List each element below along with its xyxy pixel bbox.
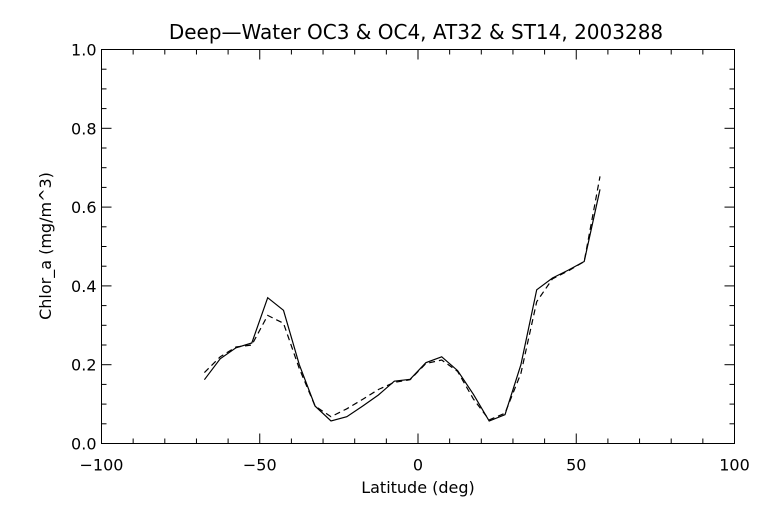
series-line-dashed <box>203 176 601 421</box>
y-tick-label: 0.4 <box>71 277 96 296</box>
x-axis-label: Latitude (deg) <box>361 478 475 497</box>
y-tick-label: 0.8 <box>71 119 96 138</box>
x-tick-label: 0 <box>413 456 423 475</box>
x-tick-label: −100 <box>80 456 124 475</box>
series-line-solid <box>203 189 601 422</box>
chart-title: Deep—Water OC3 & OC4, AT32 & ST14, 20032… <box>169 20 663 44</box>
y-tick-label: 0.0 <box>71 435 96 454</box>
series-group <box>203 176 601 422</box>
axis-ticks <box>101 49 735 444</box>
plot-frame <box>101 49 735 444</box>
x-tick-labels: −100 −50 0 50 100 <box>80 456 750 475</box>
x-tick-label: −50 <box>243 456 277 475</box>
y-tick-label: 0.6 <box>71 198 96 217</box>
y-axis-label: Chlor_a (mg/m^3) <box>36 172 56 320</box>
x-tick-label: 100 <box>719 456 750 475</box>
y-tick-label: 0.2 <box>71 356 96 375</box>
x-tick-label: 50 <box>566 456 586 475</box>
y-tick-label: 1.0 <box>71 41 96 60</box>
y-tick-labels: 0.0 0.2 0.4 0.6 0.8 1.0 <box>71 41 96 454</box>
